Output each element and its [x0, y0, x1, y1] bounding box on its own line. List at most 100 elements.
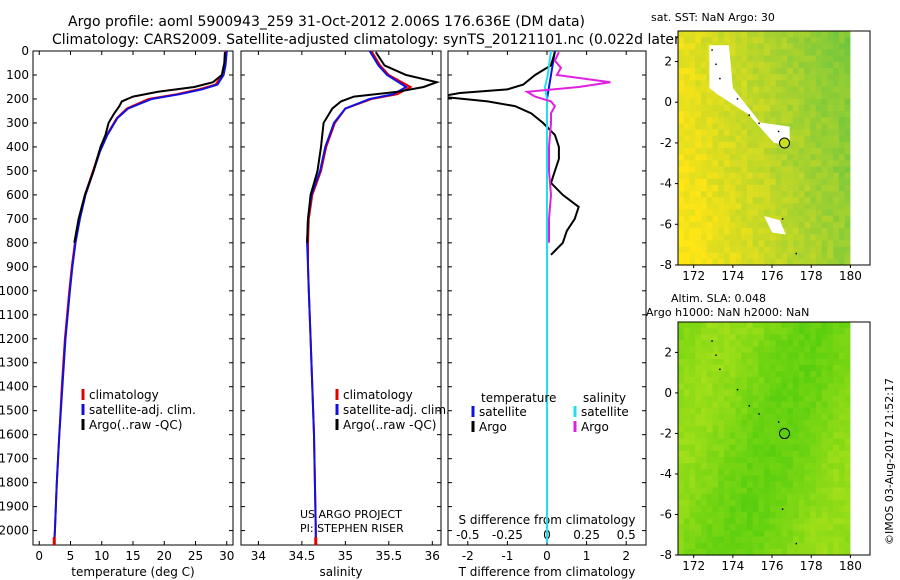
project-text-2: PI: STEPHEN RISER	[300, 522, 404, 535]
y-tick-label: -6	[660, 507, 672, 521]
sla-map-panel: 172 174 176 178 180 2 0 -2 -4 -6 -8	[660, 321, 871, 573]
x-tick-label: 178	[800, 269, 823, 283]
y-tick-label: 100	[6, 68, 29, 82]
y-tick-label: 900	[6, 260, 29, 274]
map-frame	[677, 321, 871, 556]
y-tick-label: 1000	[0, 284, 29, 298]
x-tick-label: 35.5	[375, 549, 402, 563]
y-tick-label: -4	[660, 467, 672, 481]
y-tick-label: -4	[660, 177, 672, 191]
legend-header: salinity	[583, 391, 626, 405]
profile-location-marker	[779, 137, 791, 149]
land-mask	[850, 322, 870, 555]
x-tick-label: 2	[622, 549, 630, 563]
series-salinity-satellite	[543, 51, 552, 543]
y-tick-label: 600	[6, 188, 29, 202]
y-tick-label: 1200	[0, 332, 29, 346]
top-tick-label: -0.25	[492, 528, 523, 542]
series-salinity-argo	[524, 51, 611, 243]
x-axis-label: salinity	[319, 565, 362, 579]
y-tick-label: 400	[6, 140, 29, 154]
map-frame	[677, 30, 871, 266]
plot-frame	[32, 50, 234, 546]
y-tick-label: -8	[660, 548, 672, 562]
series-argo-raw-qc-	[73, 52, 226, 243]
y-tick-label: 1500	[0, 404, 29, 418]
x-axis-label-bottom: T difference from climatology	[458, 565, 636, 579]
project-text-1: US ARGO PROJECT	[300, 508, 402, 521]
profile-location-marker	[779, 428, 791, 440]
x-tick-label: 35	[338, 549, 353, 563]
legend-header: temperature	[481, 391, 556, 405]
y-tick-label: 1900	[0, 500, 29, 514]
legend-label: Argo	[581, 420, 609, 434]
y-tick-label: 2	[664, 345, 672, 359]
x-tick-label: 34	[251, 549, 266, 563]
y-tick-label: 1800	[0, 476, 29, 490]
x-tick-label: 174	[721, 559, 744, 573]
x-tick-label: -2	[462, 549, 474, 563]
y-tick-label: 0	[664, 386, 672, 400]
top-tick-label: 0.5	[617, 528, 636, 542]
legend-label: Argo(..raw -QC)	[343, 418, 436, 432]
x-tick-label: 176	[761, 559, 784, 573]
x-tick-label: 0	[543, 549, 551, 563]
y-tick-label: 0	[21, 44, 29, 58]
sla-map-title-1: Altim. SLA: 0.048	[671, 292, 766, 305]
y-tick-label: 800	[6, 236, 29, 250]
y-tick-label: 700	[6, 212, 29, 226]
legend-label: Argo(..raw -QC)	[89, 418, 182, 432]
land-mask	[850, 31, 870, 265]
y-tick-label: -8	[660, 258, 672, 272]
x-tick-label: 174	[721, 269, 744, 283]
sst-map-panel: 172 174 176 178 180 2 0 -2 -4 -6 -8	[660, 30, 871, 283]
title-line-2: Climatology: CARS2009. Satellite-adjuste…	[52, 32, 685, 48]
x-tick-label: 176	[761, 269, 784, 283]
no-data-region	[709, 45, 790, 145]
x-tick-label: 178	[800, 559, 823, 573]
legend-label: satellite-adj. clim.	[89, 403, 196, 417]
x-tick-label: 180	[839, 559, 862, 573]
top-tick-label: 0.25	[573, 528, 600, 542]
x-tick-label: 0	[35, 549, 43, 563]
x-tick-label: 20	[157, 549, 172, 563]
x-tick-label: 172	[682, 559, 705, 573]
x-tick-label: 180	[839, 269, 862, 283]
x-tick-label: 25	[188, 549, 203, 563]
x-tick-label: 30	[219, 549, 234, 563]
y-tick-label: 500	[6, 164, 29, 178]
legend-label: climatology	[89, 388, 159, 402]
y-tick-label: 200	[6, 92, 29, 106]
sst-cells	[678, 31, 851, 266]
y-tick-label: 300	[6, 116, 29, 130]
y-tick-label: 2000	[0, 524, 29, 538]
y-tick-label: -6	[660, 217, 672, 231]
sla-cells	[678, 322, 851, 556]
title-line-1: Argo profile: aoml 5900943_259 31-Oct-20…	[68, 14, 585, 30]
sla-map-title-2: Argo h1000: NaN h2000: NaN	[646, 306, 809, 319]
legend-label: satellite-adj. clim.	[343, 403, 450, 417]
y-tick-label: -2	[660, 426, 672, 440]
y-tick-label: 1600	[0, 428, 29, 442]
salinity-panel: 34 34.5 35 35.5 36 salinity climatologysatelli…	[240, 50, 450, 579]
temperature-panel: 0100200300400500600700800900100011001200…	[0, 44, 234, 579]
y-tick-label: -2	[660, 136, 672, 150]
x-tick-label: 5	[67, 549, 75, 563]
x-tick-label: 10	[94, 549, 109, 563]
top-tick-label: -0.5	[456, 528, 479, 542]
plot-frame	[240, 50, 442, 546]
series-argo-raw-qc-	[306, 51, 441, 243]
island-dots	[711, 49, 798, 255]
sst-map-title: sat. SST: NaN Argo: 30	[651, 11, 775, 24]
y-tick-label: 1300	[0, 356, 29, 370]
x-tick-label: -1	[501, 549, 513, 563]
legend-label: climatology	[343, 388, 413, 402]
imos-timestamp: ©IMOS 03-Aug-2017 21:52:17	[883, 378, 896, 545]
y-tick-label: 1700	[0, 452, 29, 466]
x-tick-label: 1	[583, 549, 591, 563]
x-axis-label: temperature (deg C)	[71, 565, 194, 579]
island-dots	[711, 340, 798, 545]
legend-label: satellite	[581, 405, 629, 419]
x-tick-label: 15	[125, 549, 140, 563]
